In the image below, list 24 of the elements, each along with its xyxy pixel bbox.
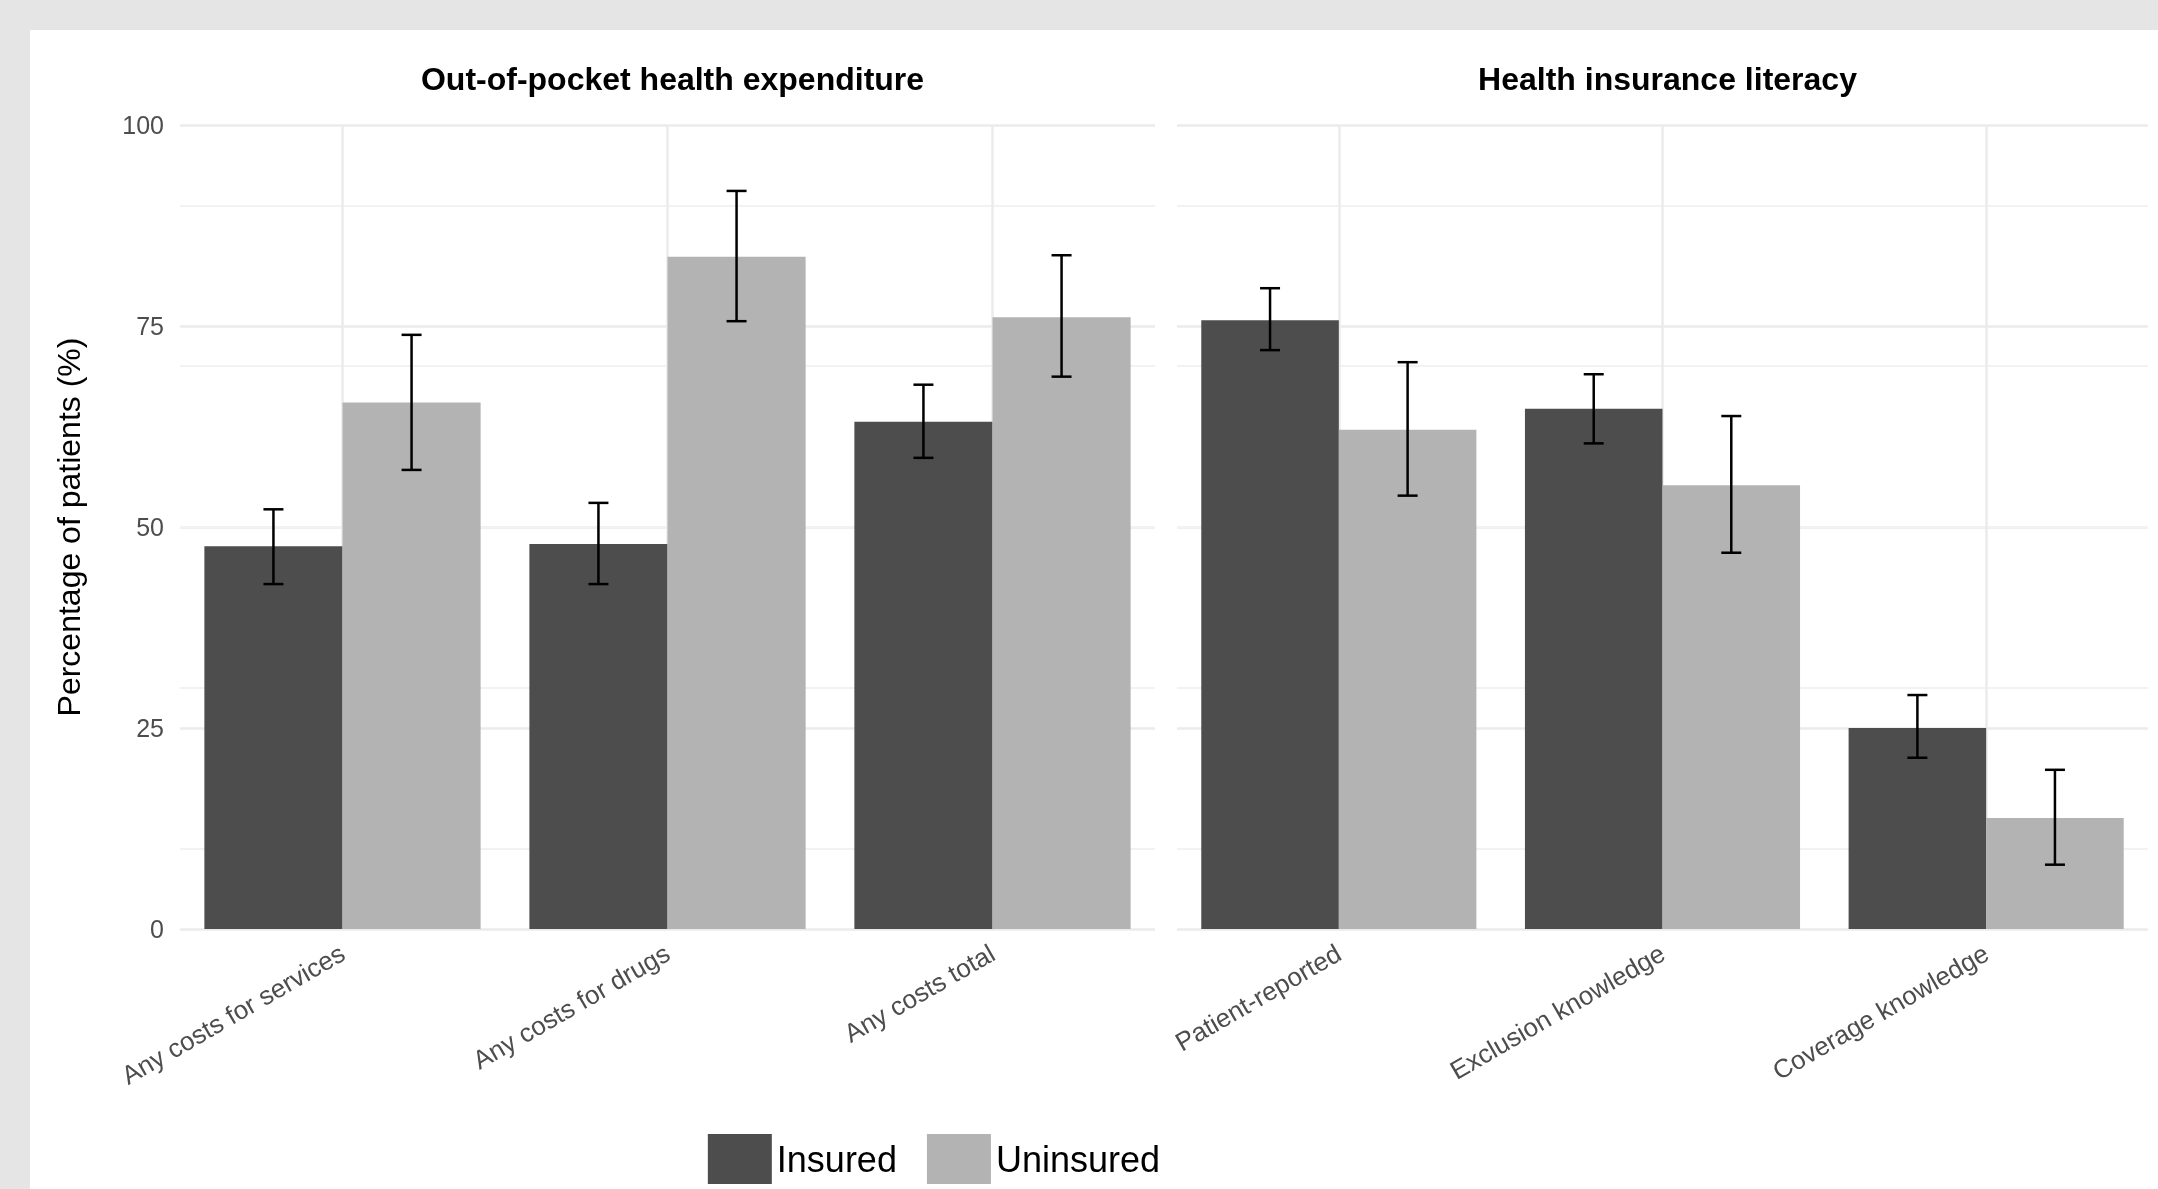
y-tick-label: 100 [122,111,164,139]
y-tick-label: 75 [136,312,164,340]
bar [1848,728,1987,929]
bar [1338,429,1477,929]
chart-title: Out-of-pocket health expenditure [420,61,925,97]
bar [1524,408,1663,929]
x-tick-label: Any costs for drugs [467,938,675,1076]
y-tick-label: 0 [150,915,164,943]
bar [342,402,481,929]
bar [1662,485,1801,929]
bar [204,546,343,929]
x-tick-label: Any costs total [838,938,1000,1049]
chart-title: Health insurance literacy [1478,61,1858,97]
bar [992,317,1131,929]
y-axis-title: Percentage of patients (%) [51,337,87,717]
legend-label: Insured [776,1138,897,1180]
y-tick-label: 25 [136,714,164,742]
bar [854,421,993,929]
bar [667,256,806,929]
bar [1201,320,1339,929]
bar [1986,818,2124,929]
legend-label: Uninsured [995,1138,1160,1180]
bar [529,543,668,929]
y-tick-label: 50 [136,513,164,541]
